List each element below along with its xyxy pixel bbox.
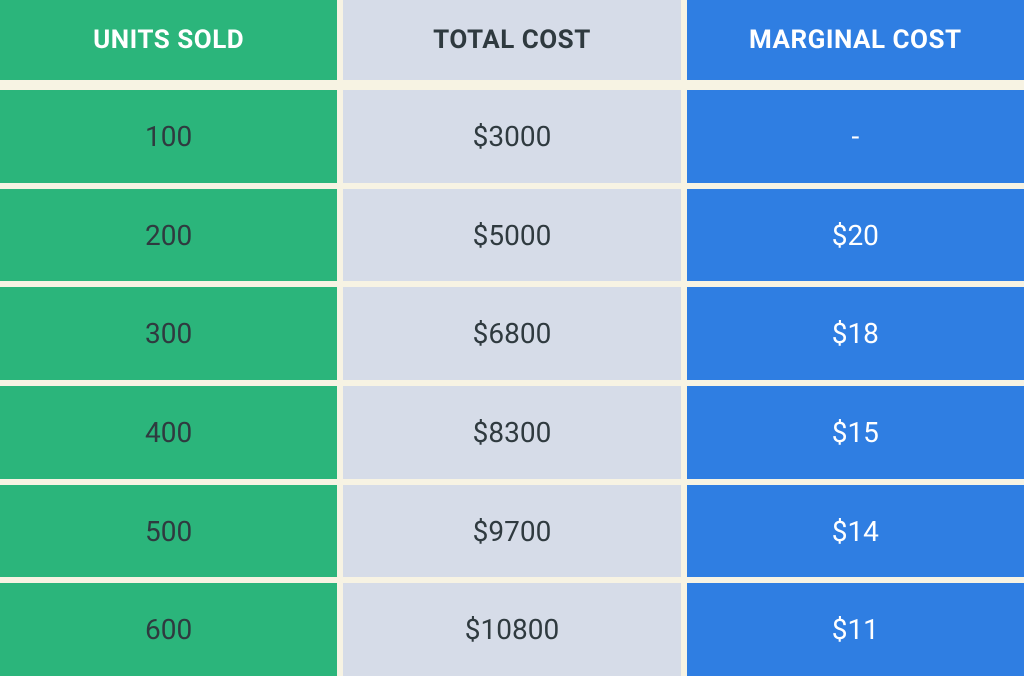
cell-total-cost: $8300 [343, 386, 680, 479]
table-row: 100 $3000 - [0, 90, 1024, 183]
table-row: 400 $8300 $15 [0, 386, 1024, 479]
table-row: 200 $5000 $20 [0, 189, 1024, 282]
table-row: 500 $9700 $14 [0, 485, 1024, 578]
cell-units: 500 [0, 485, 337, 578]
cell-total-cost: $5000 [343, 189, 680, 282]
cell-total-cost: $10800 [343, 583, 680, 676]
cell-units: 100 [0, 90, 337, 183]
table-row: 300 $6800 $18 [0, 287, 1024, 380]
cell-marginal-cost: $11 [687, 583, 1024, 676]
cell-units: 600 [0, 583, 337, 676]
cell-total-cost: $6800 [343, 287, 680, 380]
cell-units: 400 [0, 386, 337, 479]
cell-total-cost: $3000 [343, 90, 680, 183]
header-marginal-cost: MARGINAL COST [687, 0, 1024, 80]
cell-marginal-cost: - [687, 90, 1024, 183]
cell-marginal-cost: $18 [687, 287, 1024, 380]
cell-total-cost: $9700 [343, 485, 680, 578]
cell-marginal-cost: $20 [687, 189, 1024, 282]
header-total-cost: TOTAL COST [343, 0, 680, 80]
table-header-row: UNITS SOLD TOTAL COST MARGINAL COST [0, 0, 1024, 90]
cell-marginal-cost: $15 [687, 386, 1024, 479]
cell-units: 200 [0, 189, 337, 282]
table-row: 600 $10800 $11 [0, 583, 1024, 676]
table: UNITS SOLD TOTAL COST MARGINAL COST 100 … [0, 0, 1024, 676]
cell-units: 300 [0, 287, 337, 380]
cost-table: UNITS SOLD TOTAL COST MARGINAL COST 100 … [0, 0, 1024, 676]
table-body: 100 $3000 - 200 $5000 $20 300 $6800 $18 … [0, 90, 1024, 676]
cell-marginal-cost: $14 [687, 485, 1024, 578]
header-units-sold: UNITS SOLD [0, 0, 337, 80]
